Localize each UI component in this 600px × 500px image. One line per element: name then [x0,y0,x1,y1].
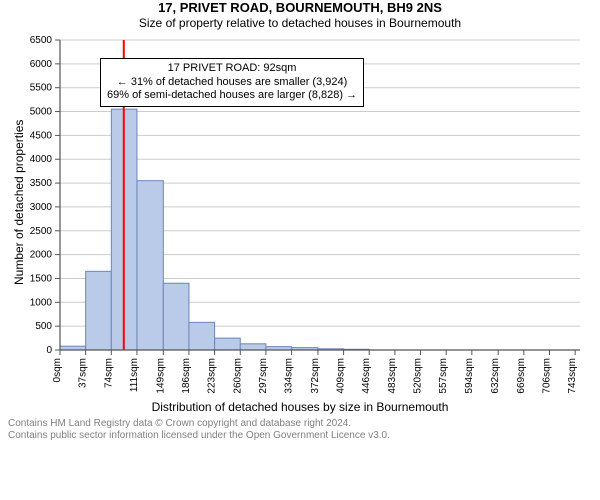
svg-text:0sqm: 0sqm [52,358,63,382]
svg-text:1000: 1000 [30,297,53,308]
svg-text:297sqm: 297sqm [258,358,269,394]
svg-text:500: 500 [35,321,52,332]
svg-text:1500: 1500 [30,273,53,284]
svg-text:223sqm: 223sqm [207,358,218,394]
info-line-property: 17 PRIVET ROAD: 92sqm [107,62,357,76]
property-info-box: 17 PRIVET ROAD: 92sqm ← 31% of detached … [100,58,364,107]
chart-area: Number of detached properties 0 500 1000 15… [0,32,600,398]
info-line-smaller: ← 31% of detached houses are smaller (3,… [107,76,357,90]
svg-text:409sqm: 409sqm [336,358,347,394]
svg-text:5000: 5000 [30,107,53,118]
svg-text:149sqm: 149sqm [155,358,166,394]
svg-text:669sqm: 669sqm [516,358,527,394]
svg-text:706sqm: 706sqm [541,358,552,394]
svg-text:3500: 3500 [30,178,53,189]
svg-text:186sqm: 186sqm [181,358,192,394]
svg-text:483sqm: 483sqm [387,358,398,394]
svg-text:372sqm: 372sqm [310,358,321,394]
svg-text:74sqm: 74sqm [103,358,114,388]
info-line-larger: 69% of semi-detached houses are larger (… [107,89,357,103]
page-subtitle: Size of property relative to detached ho… [0,16,600,30]
svg-text:6500: 6500 [30,35,53,46]
svg-text:557sqm: 557sqm [438,358,449,394]
svg-text:520sqm: 520sqm [413,358,424,394]
svg-text:37sqm: 37sqm [78,358,89,388]
svg-text:446sqm: 446sqm [361,358,372,394]
svg-text:111sqm: 111sqm [129,358,140,392]
svg-text:334sqm: 334sqm [284,358,295,394]
svg-text:5500: 5500 [30,83,53,94]
svg-text:4500: 4500 [30,130,53,141]
svg-text:4000: 4000 [30,154,53,165]
page-title: 17, PRIVET ROAD, BOURNEMOUTH, BH9 2NS [0,0,600,16]
footer-line-2: Contains public sector information licen… [8,430,592,443]
svg-text:6000: 6000 [30,59,53,70]
svg-text:2000: 2000 [30,250,53,261]
svg-text:594sqm: 594sqm [464,358,475,394]
svg-text:743sqm: 743sqm [567,358,578,394]
svg-text:632sqm: 632sqm [490,358,501,394]
footer: Contains HM Land Registry data © Crown c… [0,414,600,443]
svg-text:2500: 2500 [30,226,53,237]
svg-text:3000: 3000 [30,202,53,213]
svg-text:260sqm: 260sqm [232,358,243,394]
svg-text:0: 0 [46,345,52,356]
y-axis-label: Number of detached properties [12,120,26,285]
footer-line-1: Contains HM Land Registry data © Crown c… [8,418,592,431]
x-axis-label: Distribution of detached houses by size … [0,400,600,414]
